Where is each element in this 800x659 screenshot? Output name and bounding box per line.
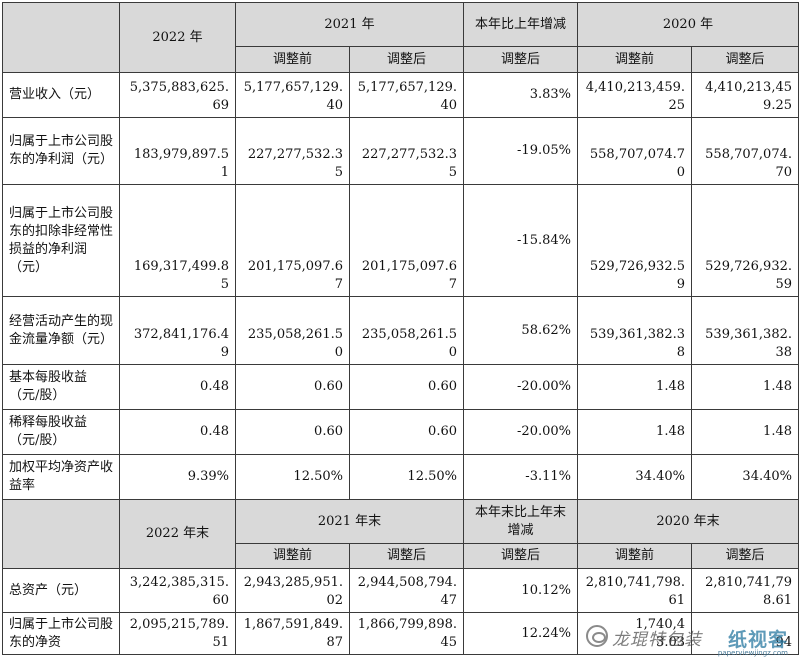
value-2022: 9.39% [119, 454, 236, 500]
header-2021-after: 调整后 [349, 46, 464, 73]
table-row: 总资产（元） 3,242,385,315.60 2,943,285,951.02… [2, 568, 799, 613]
value-2020-after: 1.48 [691, 409, 799, 455]
table-row: 加权平均净资产收益率 9.39% 12.50% 12.50% -3.11% 34… [2, 454, 799, 500]
value-2020-before: 2,810,741,798.61 [577, 568, 692, 613]
header2-change-after: 调整后 [463, 543, 578, 569]
table-row: 归属于上市公司股东的净利润（元） 183,979,897.51 227,277,… [2, 117, 799, 185]
header2-2021: 2021 年末 [235, 499, 464, 544]
value-2021-after: 12.50% [349, 454, 464, 500]
value-2020-before: 4,410,213,459.25 [577, 72, 692, 118]
header-2020: 2020 年 [577, 2, 799, 47]
table-row: 营业收入（元） 5,375,883,625.69 5,177,657,129.4… [2, 72, 799, 118]
value-2020-after: 4,410,213,459.25 [691, 72, 799, 118]
header-2020-before: 调整前 [577, 46, 692, 73]
value-2020-after: 1.48 [691, 364, 799, 410]
value-2020-before: 539,361,382.38 [577, 296, 692, 365]
value-2020-before: 34.40% [577, 454, 692, 500]
header2-2021-before: 调整前 [235, 543, 350, 569]
value-2020-before: 529,726,932.59 [577, 184, 692, 297]
row-label: 稀释每股收益（元/股） [2, 409, 120, 455]
row-label: 加权平均净资产收益率 [2, 454, 120, 500]
table-row: 归属于上市公司股东的净资 2,095,215,789.51 1,867,591,… [2, 612, 799, 655]
value-2022: 0.48 [119, 364, 236, 410]
value-2021-after: 201,175,097.67 [349, 184, 464, 297]
header2-change: 本年末比上年末增减 [463, 499, 578, 544]
value-2020-before-part1: 1,740,4 [635, 617, 685, 632]
header2-2020-after: 调整后 [691, 543, 799, 569]
header2-2022: 2022 年末 [119, 499, 236, 569]
value-2021-before: 235,058,261.50 [235, 296, 350, 365]
table-row: 经营活动产生的现金流量净额（元） 372,841,176.49 235,058,… [2, 296, 799, 365]
header-2021-before: 调整前 [235, 46, 350, 73]
value-2021-before: 2,943,285,951.02 [235, 568, 350, 613]
header-2022: 2022 年 [119, 2, 236, 73]
value-change: -20.00% [463, 364, 578, 410]
value-2021-after: 235,058,261.50 [349, 296, 464, 365]
header2-2021-after: 调整后 [349, 543, 464, 569]
row-label: 归属于上市公司股东的净利润（元） [2, 117, 120, 185]
table-row: 基本每股收益（元/股） 0.48 0.60 0.60 -20.00% 1.48 … [2, 364, 799, 410]
value-2020-before: 1.48 [577, 409, 692, 455]
value-change: -15.84% [463, 184, 578, 297]
row-label: 归属于上市公司股东的净资 [2, 612, 120, 655]
value-2020-before: 558,707,074.70 [577, 117, 692, 185]
row-label: 总资产（元） [2, 568, 120, 613]
value-2021-before: 227,277,532.35 [235, 117, 350, 185]
value-2022: 3,242,385,315.60 [119, 568, 236, 613]
value-2020-after: 94 [691, 612, 799, 655]
value-2021-after: 0.60 [349, 364, 464, 410]
value-change: -20.00% [463, 409, 578, 455]
value-2021-before: 201,175,097.67 [235, 184, 350, 297]
value-2022: 5,375,883,625.69 [119, 72, 236, 118]
value-2020-after: 539,361,382.38 [691, 296, 799, 365]
row-label: 经营活动产生的现金流量净额（元） [2, 296, 120, 365]
header2-2020: 2020 年末 [577, 499, 799, 544]
header-2020-after: 调整后 [691, 46, 799, 73]
value-change: 58.62% [463, 296, 578, 365]
value-2021-after: 227,277,532.35 [349, 117, 464, 185]
row-label: 归属于上市公司股东的扣除非经常性损益的净利润（元） [2, 184, 120, 297]
header-change-after: 调整后 [463, 46, 578, 73]
value-2020-after: 34.40% [691, 454, 799, 500]
header2-2020-before: 调整前 [577, 543, 692, 569]
value-2020-before: 1,740,4 3.03 [577, 612, 692, 655]
value-change: -3.11% [463, 454, 578, 500]
value-2022: 169,317,499.85 [119, 184, 236, 297]
value-2022: 2,095,215,789.51 [119, 612, 236, 655]
value-2022: 183,979,897.51 [119, 117, 236, 185]
value-2020-after: 529,726,932.59 [691, 184, 799, 297]
value-change: 3.83% [463, 72, 578, 118]
value-2021-before: 12.50% [235, 454, 350, 500]
value-2021-after: 0.60 [349, 409, 464, 455]
row-label: 基本每股收益（元/股） [2, 364, 120, 410]
header-change: 本年比上年增减 [463, 2, 578, 47]
row-label: 营业收入（元） [2, 72, 120, 118]
value-2021-before: 5,177,657,129.40 [235, 72, 350, 118]
value-2020-after: 2,810,741,798.61 [691, 568, 799, 613]
value-2021-after: 2,944,508,794.47 [349, 568, 464, 613]
value-2022: 372,841,176.49 [119, 296, 236, 365]
value-2020-before: 1.48 [577, 364, 692, 410]
value-2021-before: 1,867,591,849.87 [235, 612, 350, 655]
value-2021-before: 0.60 [235, 364, 350, 410]
value-change: -19.05% [463, 117, 578, 185]
value-2020-after: 558,707,074.70 [691, 117, 799, 185]
table-row: 归属于上市公司股东的扣除非经常性损益的净利润（元） 169,317,499.85… [2, 184, 799, 297]
table-row: 稀释每股收益（元/股） 0.48 0.60 0.60 -20.00% 1.48 … [2, 409, 799, 455]
value-2020-before-part2: 3.03 [656, 635, 685, 650]
header-corner [2, 2, 120, 73]
value-2021-before: 0.60 [235, 409, 350, 455]
value-2022: 0.48 [119, 409, 236, 455]
value-change: 12.24% [463, 612, 578, 655]
header-2021: 2021 年 [235, 2, 464, 47]
value-2021-after: 1,866,799,898.45 [349, 612, 464, 655]
value-change: 10.12% [463, 568, 578, 613]
header2-corner [2, 499, 120, 569]
value-2021-after: 5,177,657,129.40 [349, 72, 464, 118]
